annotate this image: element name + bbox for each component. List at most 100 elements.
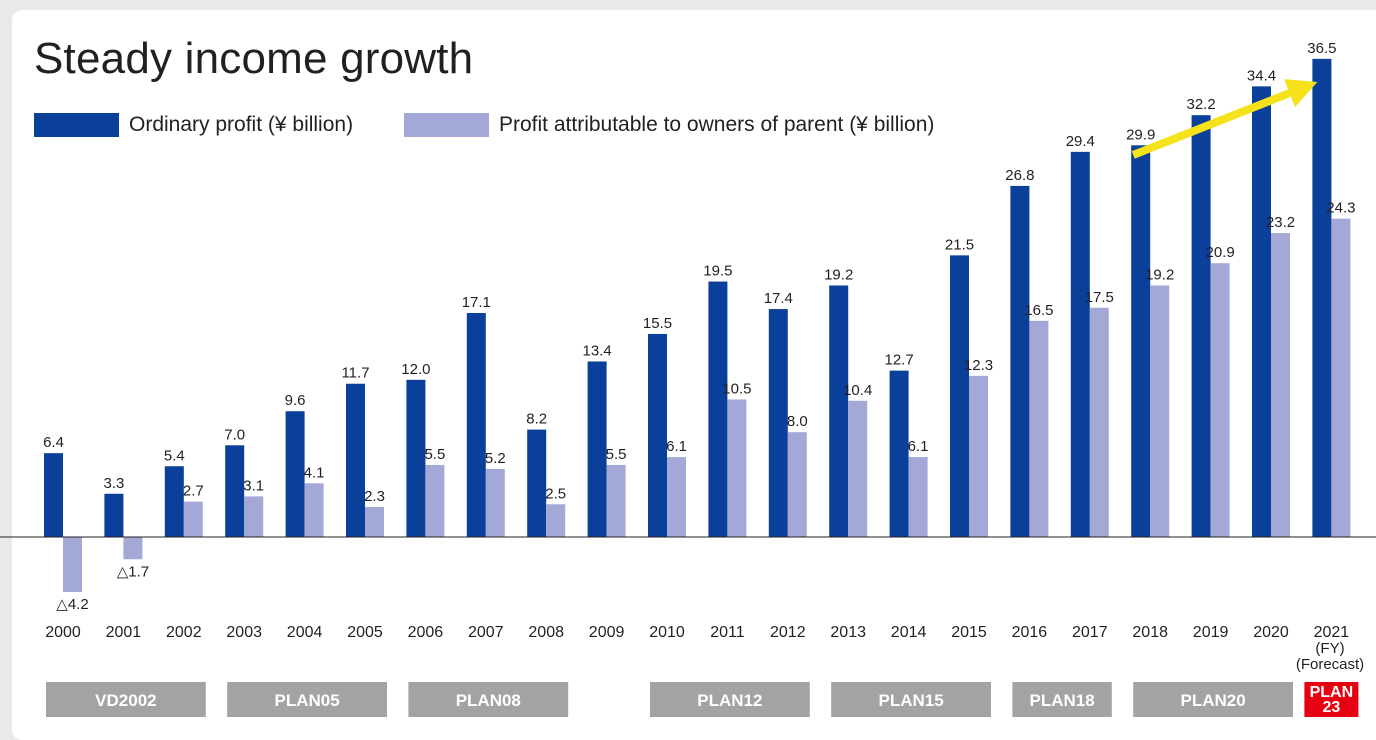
data-label-attributable-2005: 2.3 [364, 488, 385, 505]
data-label-attributable-2021: 24.3 [1326, 200, 1355, 217]
bar-ordinary-2013 [829, 285, 849, 537]
bar-attributable-2002 [183, 501, 203, 537]
data-label-attributable-2019: 20.9 [1205, 244, 1234, 261]
plan-band-plan20 [1133, 682, 1293, 717]
x-tick-label-2008: 2008 [528, 624, 564, 641]
bar-attributable-2001 [123, 537, 143, 560]
data-label-attributable-2000: △4.2 [56, 596, 88, 613]
trend-arrow-shaft [1131, 89, 1291, 159]
x-tick-label-2009: 2009 [589, 624, 625, 641]
data-label-ordinary-2021: 36.5 [1307, 40, 1336, 57]
plan-band-plan05 [227, 682, 387, 717]
bar-attributable-2018 [1150, 285, 1170, 537]
bar-ordinary-2003 [225, 445, 245, 537]
bar-attributable-2017 [1089, 307, 1109, 537]
x-tick-label-2017: 2017 [1072, 624, 1108, 641]
data-label-attributable-2016: 16.5 [1024, 302, 1053, 319]
x-tick-label-2020: 2020 [1253, 624, 1289, 641]
bar-ordinary-2019 [1191, 115, 1211, 538]
plan-label-plan15: PLAN15 [879, 691, 944, 710]
x-tick-label-2016: 2016 [1012, 624, 1048, 641]
bar-attributable-2012 [787, 432, 807, 537]
data-label-attributable-2020: 23.2 [1266, 214, 1295, 231]
data-label-ordinary-2001: 3.3 [103, 475, 124, 492]
data-label-ordinary-2005: 11.7 [341, 365, 369, 382]
plan-band-plan12 [650, 682, 810, 717]
data-label-attributable-2017: 17.5 [1085, 289, 1114, 306]
plan-band-plan08 [408, 682, 569, 717]
bar-ordinary-2020 [1252, 86, 1271, 538]
x-tick-label-2011: 2011 [710, 624, 745, 641]
data-label-attributable-2008: 2.5 [545, 485, 566, 502]
trend-arrow-head [1283, 79, 1318, 107]
bar-attributable-2009 [606, 464, 626, 537]
plan-label-plan20: PLAN20 [1181, 691, 1246, 710]
plan-label-plan08: PLAN08 [456, 691, 521, 710]
bar-ordinary-2014 [889, 370, 909, 537]
data-label-ordinary-2016: 26.8 [1005, 167, 1034, 184]
data-label-ordinary-2018: 29.9 [1126, 126, 1155, 143]
x-tick-sublabel-2021-0: (FY) [1315, 640, 1344, 657]
bar-attributable-2011 [727, 399, 747, 537]
bar-ordinary-2005 [346, 383, 365, 537]
legend-ordinary: Ordinary profit (¥ billion) [34, 113, 353, 137]
data-label-ordinary-2002: 5.4 [164, 447, 185, 464]
bar-attributable-2019 [1210, 263, 1230, 537]
bar-attributable-2013 [848, 400, 868, 537]
data-label-ordinary-2011: 19.5 [703, 263, 732, 280]
bar-attributable-2008 [546, 504, 566, 537]
data-label-attributable-2003: 3.1 [243, 477, 264, 494]
page-title: Steady income growth [34, 34, 474, 83]
data-label-ordinary-2012: 17.4 [764, 290, 793, 307]
plan-band-plan18 [1012, 682, 1112, 717]
bar-attributable-2021 [1331, 218, 1351, 538]
plan-band-plan23 [1304, 682, 1359, 717]
x-tick-label-2014: 2014 [891, 624, 927, 641]
data-label-attributable-2012: 8.0 [787, 413, 808, 430]
x-tick-label-2006: 2006 [408, 624, 444, 641]
bar-ordinary-2008 [527, 429, 547, 537]
data-label-ordinary-2007: 17.1 [462, 294, 491, 311]
bar-ordinary-2001 [104, 493, 124, 537]
x-tick-label-2002: 2002 [166, 624, 202, 641]
x-tick-label-2005: 2005 [347, 624, 383, 641]
data-label-attributable-2002: 2.7 [183, 483, 204, 500]
plan-label-plan05: PLAN05 [275, 691, 340, 710]
x-tick-sublabel-2021-1: (Forecast) [1296, 656, 1364, 673]
plan-label-plan23-1: 23 [1323, 699, 1341, 716]
data-label-attributable-2013: 10.4 [843, 382, 872, 399]
data-label-attributable-2011: 10.5 [722, 380, 751, 397]
data-label-ordinary-2017: 29.4 [1066, 133, 1095, 150]
x-tick-label-2012: 2012 [770, 624, 806, 641]
legend-label-ordinary: Ordinary profit (¥ billion) [129, 113, 354, 136]
x-tick-label-2007: 2007 [468, 624, 504, 641]
bar-attributable-2005 [365, 506, 384, 537]
bar-attributable-2020 [1271, 233, 1290, 537]
x-tick-label-2003: 2003 [226, 624, 262, 641]
bar-attributable-2010 [667, 457, 686, 537]
data-label-ordinary-2020: 34.4 [1247, 67, 1276, 84]
x-tick-label-2015: 2015 [951, 624, 987, 641]
x-tick-label-2019: 2019 [1193, 624, 1229, 641]
data-label-ordinary-2003: 7.0 [224, 426, 245, 443]
bar-ordinary-2006 [406, 379, 426, 537]
x-tick-label-2021: 2021 [1314, 624, 1350, 641]
data-label-attributable-2015: 12.3 [964, 357, 993, 374]
bar-ordinary-2016 [1010, 185, 1030, 538]
bar-ordinary-2000 [44, 453, 63, 537]
bar-attributable-2014 [908, 457, 928, 537]
legend-attributable: Profit attributable to owners of parent … [404, 113, 934, 137]
data-label-attributable-2014: 6.1 [908, 438, 929, 455]
data-label-ordinary-2004: 9.6 [285, 392, 306, 409]
bar-ordinary-2009 [587, 361, 607, 537]
x-tick-label-2004: 2004 [287, 624, 323, 641]
data-label-ordinary-2008: 8.2 [526, 411, 547, 428]
x-tick-label-2000: 2000 [45, 624, 81, 641]
data-label-ordinary-2013: 19.2 [824, 266, 853, 283]
data-label-ordinary-2009: 13.4 [582, 342, 611, 359]
legend-swatch-ordinary [34, 113, 119, 137]
bar-attributable-2007 [485, 468, 505, 537]
bar-ordinary-2002 [164, 466, 184, 537]
legend-swatch-attributable [404, 113, 489, 137]
